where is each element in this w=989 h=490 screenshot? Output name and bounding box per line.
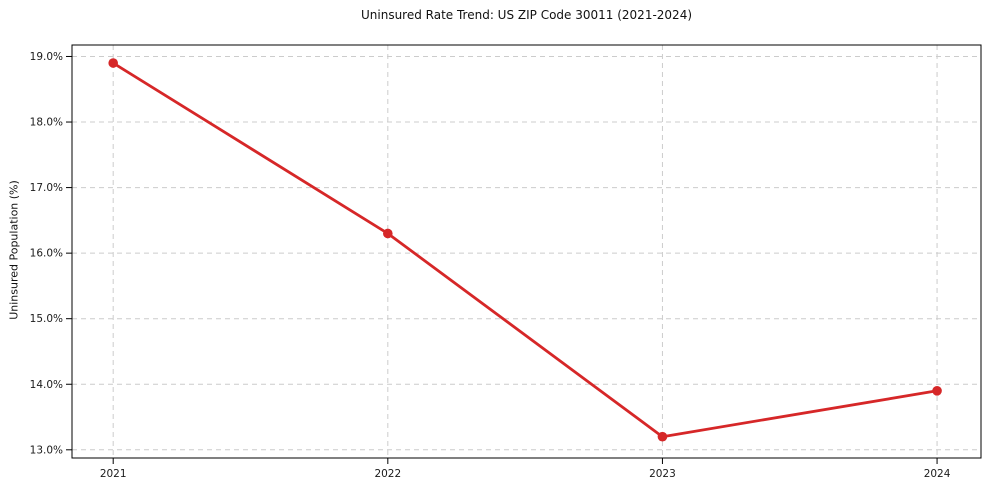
y-tick-label: 13.0% [30,444,63,456]
y-axis-label: Uninsured Population (%) [7,180,21,320]
data-point [657,431,668,442]
x-tick-label: 2024 [924,468,951,480]
trend-line [111,61,939,439]
plot-border [71,44,982,459]
y-tick-label: 15.0% [30,313,63,325]
x-tick-label: 2023 [649,468,676,480]
data-point [932,386,942,396]
y-tick-label: 17.0% [30,182,63,194]
y-tick-label: 19.0% [30,51,63,63]
data-point [383,228,393,239]
x-tick-label: 2021 [100,468,127,480]
chart-title: Uninsured Rate Trend: US ZIP Code 30011 … [360,8,693,22]
y-tick-label: 16.0% [30,248,63,260]
x-tick-label: 2022 [374,468,401,480]
y-tick-label: 18.0% [30,117,63,129]
y-tick-label: 14.0% [30,379,63,391]
data-point [108,58,118,68]
